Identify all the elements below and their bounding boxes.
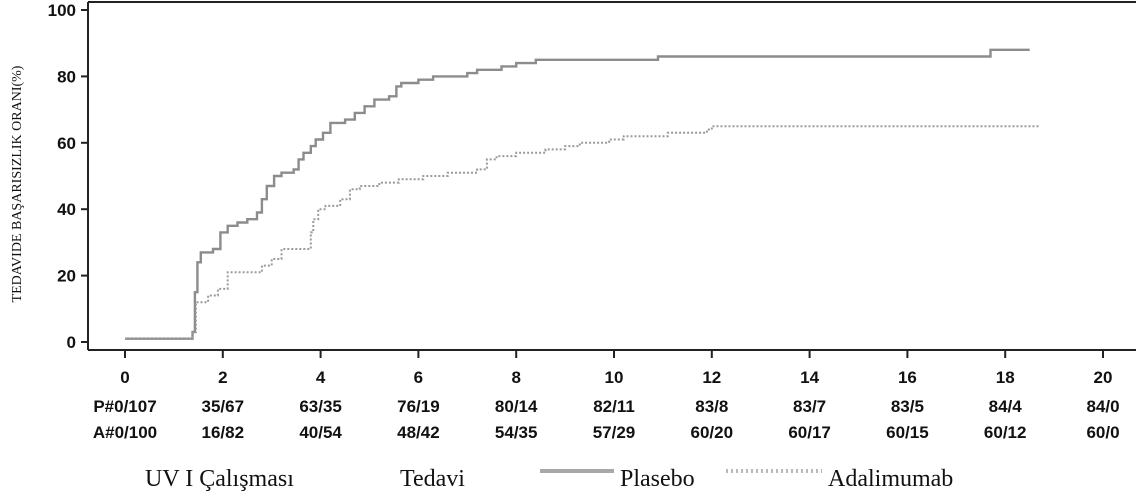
at-risk-a-cell: A#0/100: [93, 423, 157, 442]
x-tick-label: 4: [316, 368, 326, 387]
at-risk-p-cell: 35/67: [202, 397, 245, 416]
y-tick-label: 100: [48, 1, 76, 20]
at-risk-a-cell: 54/35: [495, 423, 538, 442]
at-risk-p-cell: 76/19: [397, 397, 440, 416]
at-risk-table: P#0/107 35/67 63/35 76/19 80/14 82/11 83/8 83/7…: [93, 397, 1120, 442]
y-tick-label: 80: [57, 67, 76, 86]
x-tick-label: 2: [218, 368, 227, 387]
at-risk-p-cell: 84/0: [1086, 397, 1119, 416]
at-risk-p-cell: P#0/107: [93, 397, 156, 416]
at-risk-a-cell: 57/29: [593, 423, 636, 442]
at-risk-a-cell: 48/42: [397, 423, 440, 442]
at-risk-p-cell: 84/4: [989, 397, 1023, 416]
at-risk-p-cell: 83/7: [793, 397, 826, 416]
at-risk-a-cell: 16/82: [202, 423, 245, 442]
at-risk-p-cell: 82/11: [593, 397, 635, 416]
at-risk-a-cell: 60/12: [984, 423, 1027, 442]
at-risk-a-cell: 40/54: [299, 423, 342, 442]
x-tick-label: 18: [996, 368, 1015, 387]
series-layer: [125, 48, 1040, 340]
at-risk-a-cell: 60/0: [1086, 423, 1119, 442]
series-plasebo-line: [125, 48, 1030, 340]
x-tick-label: 12: [702, 368, 721, 387]
at-risk-p-cell: 83/8: [695, 397, 728, 416]
legend-placebo-label: Plasebo: [620, 466, 695, 492]
y-axis-label: TEDAVIDE BAŞARISIZLIK ORANI(%): [10, 65, 25, 302]
plot-axes: [87, 1, 1136, 351]
y-tick-label: 0: [67, 333, 76, 352]
x-tick-label: 6: [414, 368, 423, 387]
at-risk-a-cell: 60/20: [691, 423, 734, 442]
legend-treatment-label: Tedavi: [400, 466, 465, 492]
y-tick-label: 60: [57, 134, 76, 153]
legend-study-label: UV I Çalışması: [145, 466, 294, 492]
at-risk-p-cell: 80/14: [495, 397, 538, 416]
x-axis-ticks: 0 2 4 6 8 10 12 14 16 18 20: [120, 350, 1112, 387]
at-risk-a-cell: 60/15: [886, 423, 929, 442]
x-tick-label: 10: [605, 368, 624, 387]
x-tick-label: 16: [898, 368, 917, 387]
at-risk-a-cell: 60/17: [788, 423, 831, 442]
y-tick-label: 20: [57, 267, 76, 286]
x-tick-label: 0: [120, 368, 129, 387]
y-axis-ticks: 0 20 40 60 80 100: [48, 1, 88, 352]
at-risk-p-cell: 83/5: [891, 397, 924, 416]
x-tick-label: 20: [1094, 368, 1113, 387]
series-adalimumab-line: [125, 125, 1040, 340]
legend: UV I Çalışması Tedavi Plasebo Adalimumab: [145, 466, 953, 492]
legend-adalimumab-label: Adalimumab: [828, 466, 953, 492]
y-tick-label: 40: [57, 200, 76, 219]
x-tick-label: 14: [800, 368, 819, 387]
x-tick-label: 8: [511, 368, 520, 387]
at-risk-p-cell: 63/35: [299, 397, 342, 416]
